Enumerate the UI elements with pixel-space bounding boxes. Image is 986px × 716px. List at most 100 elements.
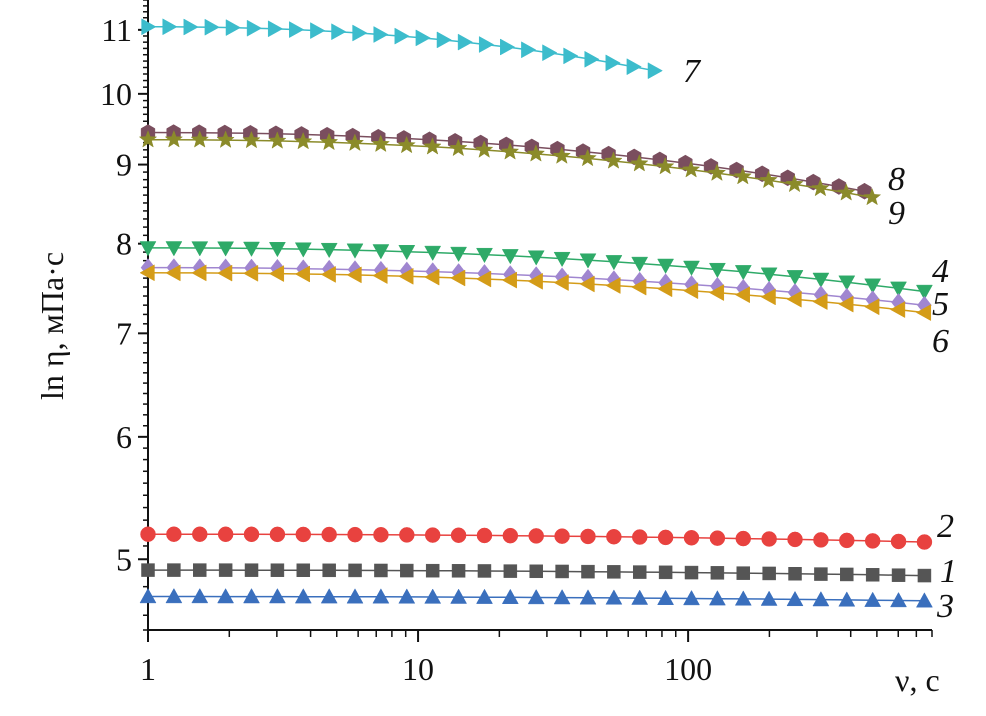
- data-point: [658, 565, 673, 580]
- data-point: [225, 19, 241, 37]
- data-point: [415, 29, 431, 47]
- data-point: [204, 18, 220, 36]
- data-point: [578, 148, 597, 167]
- y-axis-title: ln η, мПа·с: [34, 252, 70, 400]
- data-point: [310, 22, 326, 40]
- data-point: [394, 27, 410, 45]
- data-point: [322, 563, 336, 578]
- data-point: [424, 527, 441, 543]
- data-point: [814, 567, 828, 581]
- data-point: [735, 530, 752, 547]
- data-point: [424, 588, 442, 604]
- data-point: [657, 589, 675, 605]
- data-point: [450, 588, 468, 604]
- data-point: [425, 563, 440, 578]
- data-point: [294, 242, 312, 258]
- series-9: [138, 129, 882, 206]
- data-point: [162, 18, 178, 36]
- data-point: [647, 62, 663, 80]
- data-point: [607, 565, 621, 579]
- data-point: [812, 591, 830, 607]
- data-point: [813, 532, 829, 548]
- data-point: [190, 130, 209, 148]
- data-point: [476, 588, 493, 604]
- data-point: [630, 153, 649, 172]
- data-point: [398, 245, 416, 261]
- data-point: [890, 591, 907, 608]
- data-point: [838, 275, 856, 291]
- data-point: [552, 146, 571, 164]
- series-label-7: 7: [683, 53, 702, 90]
- series-5: [140, 258, 932, 315]
- data-point: [862, 187, 882, 206]
- data-point: [812, 293, 828, 311]
- data-point: [604, 151, 623, 169]
- series-label-8: 8: [888, 161, 905, 198]
- data-point: [295, 526, 312, 543]
- data-point: [527, 272, 543, 290]
- x-tick-label: 10: [402, 651, 434, 687]
- data-point: [864, 278, 882, 294]
- data-point: [890, 533, 907, 550]
- x-axis-title: ν, с: [895, 662, 940, 698]
- data-point: [917, 568, 932, 583]
- y-tick-label: 9: [116, 147, 132, 183]
- data-point: [915, 592, 933, 608]
- data-point: [786, 290, 802, 308]
- series-1: [141, 563, 932, 583]
- data-point: [812, 272, 830, 288]
- data-point: [166, 526, 182, 542]
- data-point: [477, 564, 492, 578]
- data-point: [270, 563, 285, 577]
- data-point: [840, 567, 854, 582]
- data-point: [681, 159, 701, 178]
- data-point: [734, 286, 750, 304]
- data-point: [683, 530, 700, 546]
- data-point: [527, 588, 545, 605]
- data-point: [581, 564, 595, 579]
- data-point: [478, 36, 495, 53]
- data-point: [785, 174, 804, 193]
- data-point: [269, 526, 286, 543]
- data-point: [346, 266, 362, 284]
- data-point: [139, 241, 157, 257]
- data-point: [579, 275, 595, 293]
- data-point: [217, 241, 235, 257]
- data-point: [423, 137, 442, 155]
- data-point: [710, 566, 725, 580]
- data-point: [500, 142, 520, 160]
- data-point: [268, 242, 286, 258]
- data-point: [400, 563, 414, 578]
- x-tick-label: 1: [140, 651, 156, 687]
- data-point: [346, 243, 364, 259]
- data-point: [579, 589, 597, 605]
- data-point: [684, 565, 699, 580]
- data-point: [786, 270, 804, 286]
- data-point: [371, 134, 390, 153]
- data-point: [191, 587, 209, 604]
- data-point: [657, 258, 675, 274]
- series-label-5: 5: [932, 286, 949, 323]
- data-point: [242, 130, 261, 149]
- data-point: [191, 241, 209, 257]
- series-label-4: 4: [932, 253, 949, 290]
- data-point: [683, 260, 700, 276]
- data-point: [397, 135, 416, 154]
- data-point: [501, 588, 519, 604]
- data-point: [319, 132, 339, 151]
- data-point: [474, 140, 494, 158]
- y-tick-label: 5: [116, 541, 132, 577]
- data-point: [450, 527, 467, 543]
- series-6: [139, 264, 932, 322]
- data-point: [294, 265, 310, 283]
- data-point: [331, 23, 347, 41]
- data-point: [193, 563, 207, 577]
- data-point: [555, 564, 569, 579]
- data-point: [529, 564, 543, 579]
- data-point: [373, 26, 389, 43]
- data-point: [217, 526, 234, 543]
- data-point: [890, 281, 907, 297]
- data-point: [398, 588, 416, 604]
- data-point: [553, 274, 569, 292]
